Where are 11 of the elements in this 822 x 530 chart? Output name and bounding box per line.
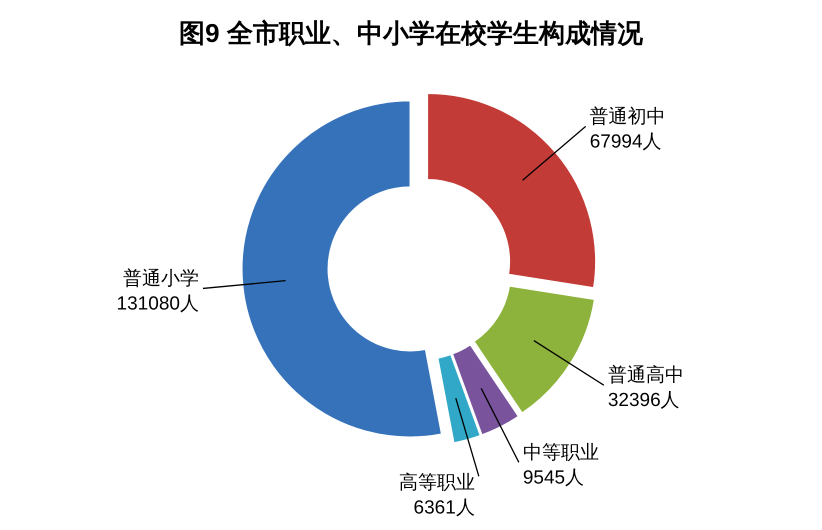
data-label: 6361人: [414, 497, 475, 518]
slice-label: 普通初中: [590, 105, 666, 128]
slice-label: 高等职业: [398, 471, 475, 494]
slice-label: 中等职业: [522, 442, 599, 464]
data-label: 67994人: [590, 131, 662, 152]
data-label: 32396人: [608, 390, 680, 412]
data-label: 131080人: [116, 293, 199, 314]
slice-label: 普通高中: [608, 364, 684, 386]
chart-title: 图9 全市职业、中小学在校学生构成情况: [179, 18, 644, 48]
slice-label: 普通小学: [122, 267, 199, 290]
data-label: 9545人: [522, 467, 584, 488]
